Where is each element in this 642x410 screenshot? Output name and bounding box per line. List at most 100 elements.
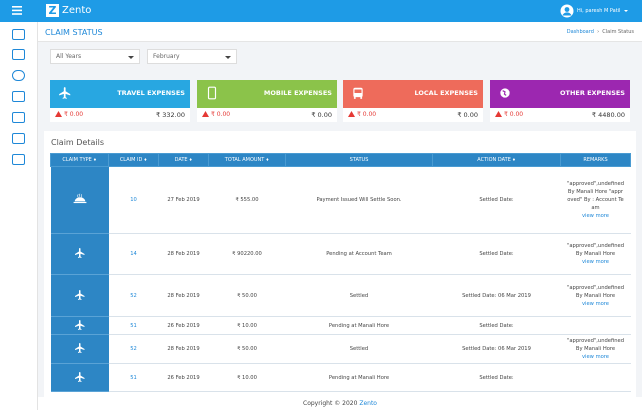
card: OTHER EXPENSES ₹ 0.00 ₹ 4480.00 — [490, 80, 630, 122]
card: LOCAL EXPENSES ₹ 0.00 ₹ 0.00 — [343, 80, 483, 122]
breadcrumb-link[interactable]: Dashboard — [566, 29, 594, 35]
remarks: "approved",undefined By Manali Hore view … — [560, 233, 631, 275]
nav-icon[interactable] — [12, 91, 25, 102]
total-amount: ₹ 10.00 — [208, 363, 286, 392]
table-row: 51 26 Feb 2019 ₹ 10.00 Pending at Manali Ho… — [50, 316, 631, 335]
nav-icon[interactable] — [12, 49, 25, 60]
table-row: 14 28 Feb 2019 ₹ 90220.00 Pending at Accoun… — [50, 233, 631, 275]
card: MOBILE EXPENSES ₹ 0.00 ₹ 0.00 — [197, 80, 337, 122]
nav-icon[interactable] — [12, 154, 25, 165]
status: Settled — [285, 334, 433, 364]
column-header[interactable]: TOTAL AMOUNT — [208, 153, 286, 167]
total-amount: ₹ 50.00 — [208, 334, 286, 364]
table-row: 10 27 Feb 2019 ₹ 555.00 Payment Issued Will… — [50, 166, 631, 234]
change-value: ₹ 0.00 — [64, 111, 84, 118]
card-change: ₹ 0.00 — [348, 111, 376, 118]
card-title: TRAVEL EXPENSES — [117, 89, 185, 97]
month-select[interactable]: February — [147, 49, 237, 64]
card-footer: ₹ 0.00 ₹ 0.00 — [197, 108, 337, 122]
menu-button[interactable] — [12, 6, 22, 15]
remarks: "approved",undefined By Manali Hore view … — [560, 334, 631, 364]
change-value: ₹ 0.00 — [357, 111, 377, 118]
logo-icon: Z — [46, 4, 59, 17]
table-row: 51 26 Feb 2019 ₹ 10.00 Pending at Manali Ho… — [50, 363, 631, 392]
breadcrumb: Dashboard › Claim Status — [566, 29, 634, 35]
plane-icon — [59, 87, 71, 99]
remark-text: "approved",undefined By Manali Hore — [566, 338, 625, 352]
nav-icon[interactable] — [12, 133, 25, 144]
action-date: Settled Date: 06 Mar 2019 — [432, 274, 561, 317]
bus-icon — [353, 87, 363, 99]
action-date: Settled Date: — [432, 316, 561, 335]
card-change: ₹ 0.00 — [495, 111, 523, 118]
card-amount: ₹ 4480.00 — [591, 111, 625, 119]
claim-id[interactable]: 14 — [108, 233, 159, 275]
claim-id[interactable]: 51 — [108, 363, 159, 392]
page-header: CLAIM STATUS Dashboard › Claim Status — [38, 22, 642, 42]
action-date: Settled Date: — [432, 363, 561, 392]
view-more-link[interactable]: view more — [581, 300, 610, 307]
remarks — [560, 363, 631, 392]
card-title: OTHER EXPENSES — [559, 89, 625, 97]
year-select[interactable]: All Years — [50, 49, 140, 64]
claims-table: CLAIM TYPE CLAIM ID DATE TOTAL AMOUNT ST… — [50, 153, 631, 392]
top-bar: Z Zento Hi, paresh M Patil — [0, 0, 642, 22]
column-header[interactable]: CLAIM TYPE — [50, 153, 109, 167]
action-date: Settled Date: — [432, 233, 561, 275]
card-header: OTHER EXPENSES — [490, 80, 630, 108]
sidebar — [0, 22, 38, 410]
card: TRAVEL EXPENSES ₹ 0.00 ₹ 332.00 — [50, 80, 190, 122]
claim-type-icon — [50, 166, 109, 234]
change-value: ₹ 0.00 — [211, 111, 231, 118]
nav-icon[interactable] — [12, 112, 25, 123]
remarks: "approved",undefined By Manali Hore view … — [560, 274, 631, 317]
remark-text: "approved",undefined By Manali Hore — [566, 284, 625, 299]
total-amount: ₹ 10.00 — [208, 316, 286, 335]
claim-id[interactable]: 10 — [108, 166, 159, 234]
footer-brand[interactable]: Zento — [359, 400, 377, 407]
phone-icon — [207, 86, 217, 100]
total-amount: ₹ 50.00 — [208, 274, 286, 317]
column-header[interactable]: CLAIM ID — [108, 153, 159, 167]
claim-date: 26 Feb 2019 — [158, 363, 209, 392]
status: Pending at Manali Hore — [285, 363, 433, 392]
user-name[interactable]: Hi, paresh M Patil — [577, 8, 621, 14]
card-amount: ₹ 0.00 — [457, 111, 478, 119]
column-header[interactable]: ACTION DATE — [432, 153, 561, 167]
table-row: 52 28 Feb 2019 ₹ 50.00 Settled Settled Date:… — [50, 334, 631, 364]
view-more-link[interactable]: view more — [581, 354, 610, 360]
card-amount: ₹ 0.00 — [311, 111, 332, 119]
action-date: Settled Date: — [432, 166, 561, 234]
claim-id[interactable]: 52 — [108, 334, 159, 364]
status: Pending at Account Team — [285, 233, 433, 275]
claim-date: 27 Feb 2019 — [158, 166, 209, 234]
globe-icon — [500, 88, 510, 98]
claims-panel: Claim Details CLAIM TYPE CLAIM ID DATE T… — [44, 131, 636, 397]
nav-icon[interactable] — [12, 29, 25, 40]
card-title: MOBILE EXPENSES — [263, 89, 332, 97]
column-header[interactable]: DATE — [158, 153, 209, 167]
remarks — [560, 316, 631, 335]
claim-type-icon — [50, 334, 109, 364]
copyright: Copyright © 2020 — [303, 400, 358, 407]
nav-icon[interactable] — [12, 70, 25, 81]
card-header: LOCAL EXPENSES — [343, 80, 483, 108]
status: Payment Issued Will Settle Soon. — [285, 166, 433, 234]
claim-id[interactable]: 52 — [108, 274, 159, 317]
claim-id[interactable]: 51 — [108, 316, 159, 335]
card-header: TRAVEL EXPENSES — [50, 80, 190, 108]
claim-type-icon — [50, 363, 109, 392]
card-footer: ₹ 0.00 ₹ 0.00 — [343, 108, 483, 122]
view-more-link[interactable]: view more — [581, 259, 610, 265]
card-amount: ₹ 332.00 — [156, 111, 185, 119]
action-date: Settled Date: 06 Mar 2019 — [432, 334, 561, 364]
view-more-link[interactable]: view more — [581, 213, 610, 219]
claim-date: 26 Feb 2019 — [158, 316, 209, 335]
brand[interactable]: Zento — [62, 5, 92, 16]
status: Pending at Manali Hore — [285, 316, 433, 335]
claim-date: 28 Feb 2019 — [158, 334, 209, 364]
total-amount: ₹ 90220.00 — [208, 233, 286, 275]
page-title: CLAIM STATUS — [45, 28, 103, 37]
avatar[interactable] — [560, 4, 574, 18]
